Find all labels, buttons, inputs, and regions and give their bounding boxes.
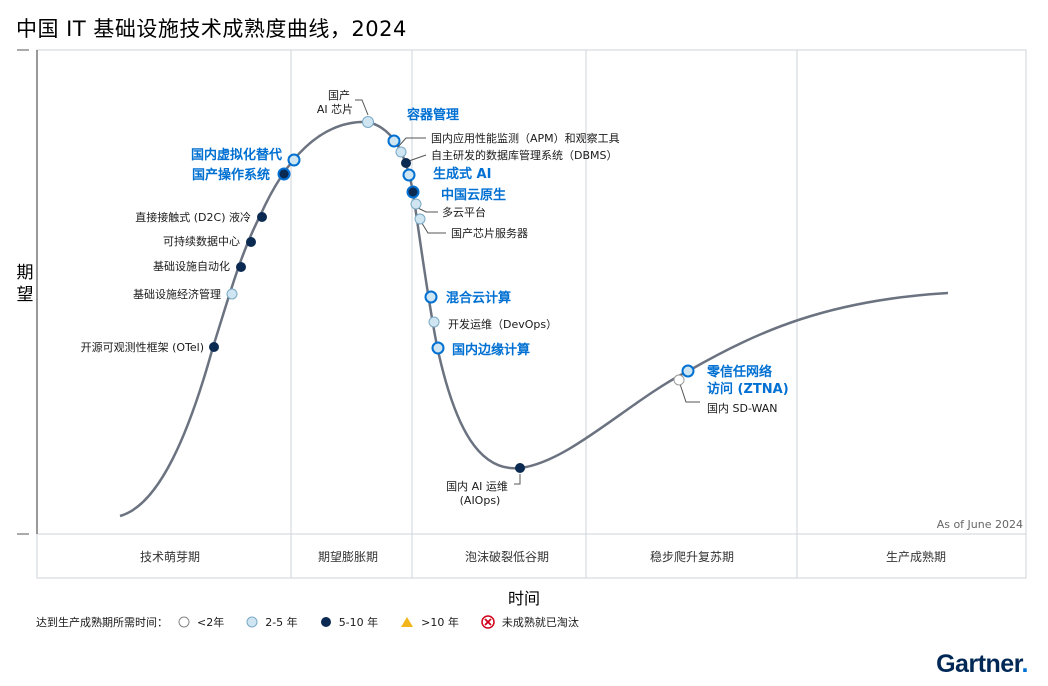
point-d2c <box>257 212 267 222</box>
phase-label-trigger: 技术萌芽期 <box>140 550 200 564</box>
point-container <box>387 134 401 148</box>
point-dbms <box>401 158 411 168</box>
phase-label-trough: 泡沫破裂低谷期 <box>465 549 549 564</box>
point-edge <box>431 341 445 355</box>
label-sdwan: 国内 SD-WAN <box>707 401 778 415</box>
label-os: 国产操作系统 <box>192 167 270 183</box>
legend-item-5-10: 5-10 年 <box>320 614 378 630</box>
point-aiops <box>515 463 525 473</box>
legend-label-2-5: 2-5 年 <box>265 616 298 629</box>
label-aichip-line1: 国产 <box>328 88 350 102</box>
label-auto: 基础设施自动化 <box>153 259 230 273</box>
point-cloudnative <box>406 185 420 199</box>
label-aiops-line1: 国内 AI 运维 <box>446 479 508 493</box>
point-ztna <box>681 364 695 378</box>
legend-item-gt10: >10 年 <box>400 614 459 630</box>
label-cloudnative: 中国云原生 <box>441 187 506 203</box>
legend-label-5-10: 5-10 年 <box>338 616 379 629</box>
point-os <box>277 167 291 181</box>
legend-lead: 达到生产成熟期所需时间： <box>36 616 168 629</box>
triangle-icon <box>401 617 414 627</box>
leader-apm <box>397 137 426 148</box>
point-econ <box>226 288 238 300</box>
as-of-date: As of June 2024 <box>937 518 1023 531</box>
point-devops <box>428 316 440 328</box>
point-sdwan <box>673 374 685 386</box>
label-virt: 国内虚拟化替代 <box>191 147 282 163</box>
leader-chipserver <box>419 219 446 234</box>
point-otel <box>209 342 219 352</box>
leader-aichip <box>355 99 369 116</box>
x-axis-label: 时间 <box>507 589 540 608</box>
point-genai <box>402 168 416 182</box>
point-virt <box>287 153 301 167</box>
point-aichip <box>362 116 374 128</box>
label-aiops-line2: (AIOps) <box>460 494 501 507</box>
point-auto <box>236 262 246 272</box>
dark-blue-circle-icon <box>320 617 331 627</box>
label-otel: 开源可观测性框架 (OTel) <box>81 340 204 354</box>
label-apm: 国内应用性能监测（APM）和观察工具 <box>431 131 620 145</box>
legend-label-lt2: <2年 <box>197 616 225 629</box>
leader-multicloud <box>415 206 438 213</box>
legend: 达到生产成熟期所需时间： <2年 2-5 年 5-10 年 >10 年 未成熟就… <box>36 614 601 630</box>
legend-item-2-5: 2-5 年 <box>246 614 298 630</box>
point-chipserver <box>414 213 426 225</box>
point-hybrid <box>424 290 438 304</box>
label-sdc: 可持续数据中心 <box>163 234 240 248</box>
label-container: 容器管理 <box>406 107 459 123</box>
legend-label-gt10: >10 年 <box>421 616 459 629</box>
leader-sdwan <box>678 380 700 403</box>
phase-label-slope: 稳步爬升复苏期 <box>650 549 734 564</box>
obsolete-x-icon <box>481 615 495 629</box>
label-hybrid: 混合云计算 <box>446 290 511 306</box>
legend-item-obsolete: 未成熟就已淘汰 <box>481 614 579 630</box>
label-multicloud: 多云平台 <box>442 205 486 219</box>
light-blue-circle-icon <box>246 616 258 628</box>
logo-dot: . <box>1021 650 1029 678</box>
point-apm <box>395 146 407 158</box>
chart-title: 中国 IT 基础设施技术成熟度曲线，2024 <box>16 17 407 41</box>
label-ztna-line2: 访问 (ZTNA) <box>707 381 789 397</box>
label-dbms: 自主研发的数据库管理系统（DBMS） <box>431 148 618 162</box>
label-chipserver: 国产芯片服务器 <box>451 226 528 240</box>
point-sdc <box>246 237 256 247</box>
legend-item-lt2: <2年 <box>178 614 224 630</box>
phase-bar <box>36 533 1027 579</box>
legend-label-obsolete: 未成熟就已淘汰 <box>501 616 579 629</box>
label-d2c: 直接接触式 (D2C) 液冷 <box>135 210 251 224</box>
logo-text: Gartner <box>936 650 1022 678</box>
white-circle-icon <box>178 616 190 628</box>
leader-aiops <box>514 474 521 485</box>
label-devops: 开发运维（DevOps） <box>448 317 557 331</box>
label-genai: 生成式 AI <box>433 166 491 182</box>
phase-label-plateau: 生产成熟期 <box>886 549 946 564</box>
phase-label-peak: 期望膨胀期 <box>318 550 378 564</box>
label-econ: 基础设施经济管理 <box>133 287 221 301</box>
label-ztna-line1: 零信任网络 <box>706 364 772 380</box>
gartner-logo: Gartner. <box>936 650 1028 679</box>
y-axis-label: 期望 <box>16 263 34 305</box>
point-multicloud <box>410 198 422 210</box>
label-edge: 国内边缘计算 <box>452 342 530 358</box>
label-aichip-line2: AI 芯片 <box>317 102 353 116</box>
